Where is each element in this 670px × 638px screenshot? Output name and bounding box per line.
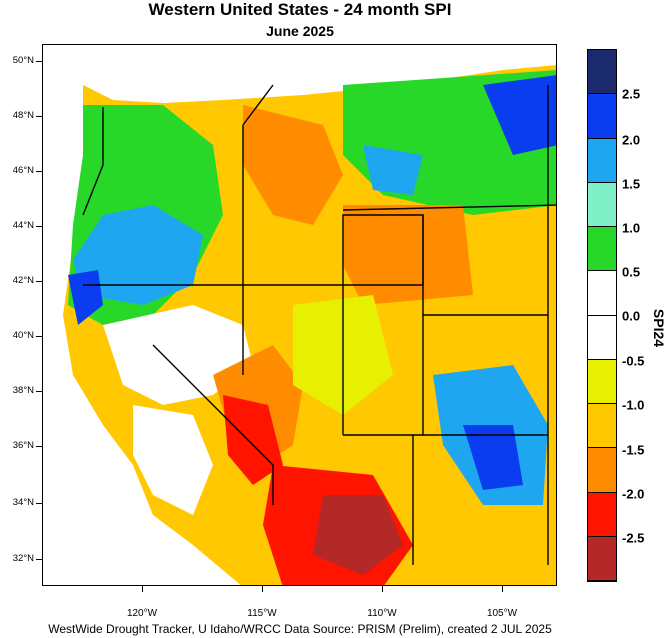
field-idaho-dry xyxy=(243,105,343,225)
field-snv-verydry xyxy=(223,395,283,485)
boundary-idaho xyxy=(242,84,274,285)
field-cal-normal xyxy=(133,405,213,515)
lat-label: 32°N xyxy=(12,553,34,564)
lat-label: 36°N xyxy=(12,440,34,451)
lat-tick xyxy=(36,391,42,392)
spi-map xyxy=(43,45,556,585)
lat-tick xyxy=(36,446,42,447)
legend-tick-label: 0.0 xyxy=(622,308,641,324)
lat-tick xyxy=(36,559,42,560)
legend-title: SPI24 xyxy=(651,308,668,348)
field-montana-verywet xyxy=(483,75,556,155)
lat-label: 46°N xyxy=(12,165,34,176)
map-title: Western United States - 24 month SPI xyxy=(148,0,452,19)
lon-tick xyxy=(262,586,263,592)
legend-color-swatch xyxy=(588,271,616,316)
lon-label: 120°W xyxy=(126,608,158,619)
lat-label: 48°N xyxy=(12,110,34,121)
state-boundaries xyxy=(82,84,556,565)
legend-tick-label: -1.0 xyxy=(622,397,645,413)
field-arizona-extreme xyxy=(313,495,403,575)
lat-tick xyxy=(36,116,42,117)
legend-color-swatch xyxy=(588,492,616,537)
field-nm-verywet xyxy=(463,425,523,490)
field-coast-verywet xyxy=(68,270,103,325)
legend-color-swatch xyxy=(588,138,616,183)
legend-color-swatch xyxy=(588,227,616,272)
field-oregon-wet xyxy=(73,205,203,305)
lon-tick xyxy=(502,586,503,592)
field-wyoming-dry xyxy=(343,205,473,305)
legend-color-swatch xyxy=(588,315,616,360)
legend-tick-label: 1.5 xyxy=(622,176,641,192)
boundary-coastline xyxy=(82,107,104,216)
legend-tick-label: -1.5 xyxy=(622,442,645,458)
lat-label: 42°N xyxy=(12,275,34,286)
lon-label: 110°W xyxy=(367,608,397,619)
legend-tick-label: 0.5 xyxy=(622,264,641,280)
spi-fields xyxy=(63,65,556,585)
legend-tick-label: 2.5 xyxy=(622,86,641,102)
footer-credit: WestWide Drought Tracker, U Idaho/WRCC D… xyxy=(48,622,552,636)
legend-tick-label: -2.5 xyxy=(622,530,645,546)
legend-color-swatch xyxy=(588,94,616,139)
field-montana-moderatewet xyxy=(363,145,423,195)
lat-tick xyxy=(36,281,42,282)
legend-tick-label: -0.5 xyxy=(622,353,645,369)
legend-tick-label: 1.0 xyxy=(622,220,641,236)
legend-color-swatch xyxy=(588,536,616,581)
lon-label: 115°W xyxy=(247,608,277,619)
legend-color-swatch xyxy=(588,404,616,449)
boundary-mt-wy xyxy=(342,204,556,211)
lat-label: 50°N xyxy=(12,55,34,66)
lat-label: 44°N xyxy=(12,220,34,231)
lat-tick xyxy=(36,503,42,504)
lat-tick xyxy=(36,336,42,337)
legend-color-swatch xyxy=(588,359,616,404)
lat-label: 40°N xyxy=(12,330,34,341)
lat-label: 34°N xyxy=(12,497,34,508)
legend-color-swatch xyxy=(588,448,616,493)
legend-color-swatch xyxy=(588,182,616,227)
legend-colorbar xyxy=(587,49,617,582)
map-area xyxy=(42,44,557,586)
lon-tick xyxy=(142,586,143,592)
lon-tick xyxy=(382,586,383,592)
lon-label: 105°W xyxy=(486,608,518,619)
lat-tick xyxy=(36,226,42,227)
legend-color-swatch xyxy=(588,50,616,95)
lat-label: 38°N xyxy=(12,385,34,396)
lat-tick xyxy=(36,61,42,62)
lat-tick xyxy=(36,171,42,172)
legend-tick-label: 2.0 xyxy=(622,132,641,148)
map-subtitle: June 2025 xyxy=(266,23,334,39)
legend-tick-label: -2.0 xyxy=(622,486,645,502)
boundary-ca-nv xyxy=(152,344,274,505)
